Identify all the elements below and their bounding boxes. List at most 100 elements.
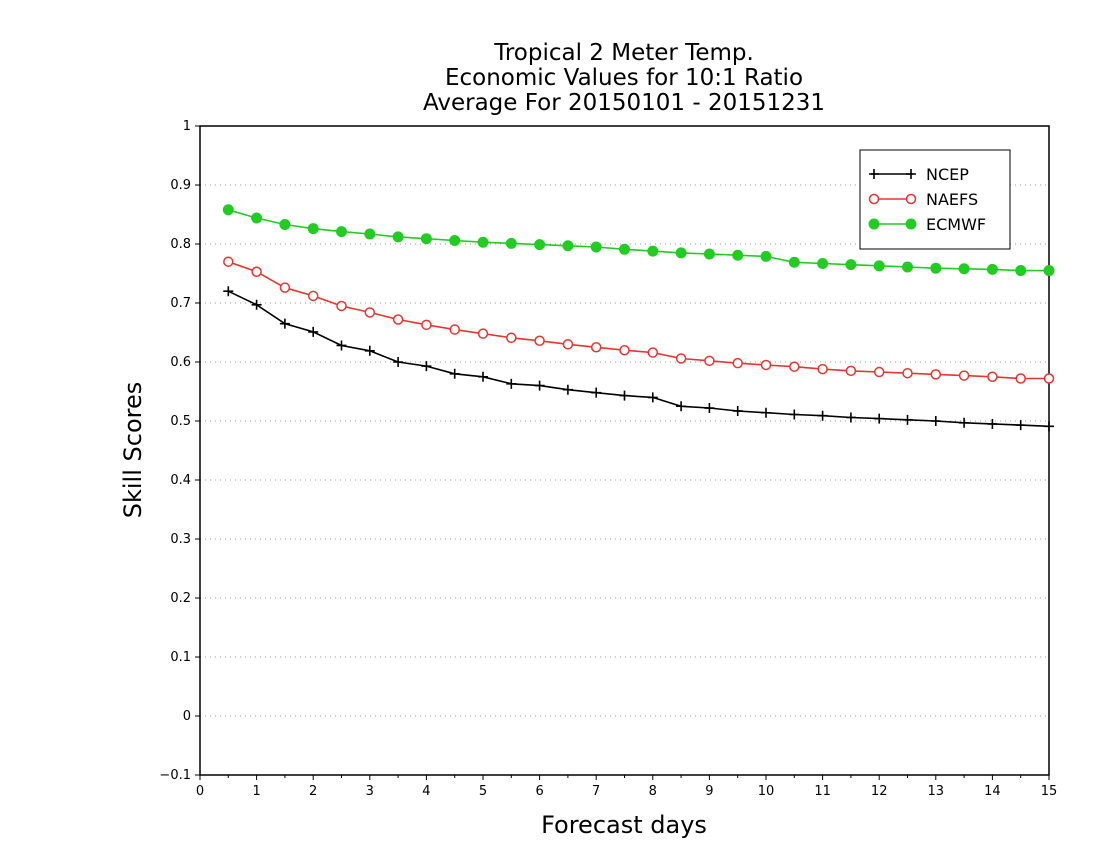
data-point-naefs xyxy=(845,365,857,377)
data-point-ncep xyxy=(1015,420,1026,431)
data-point-ncep xyxy=(959,417,970,428)
data-point-naefs xyxy=(732,357,743,369)
data-point-ncep xyxy=(393,357,404,367)
y-axis-label: Skill Scores xyxy=(119,382,147,519)
data-point-ecmwf xyxy=(590,241,602,253)
data-point-naefs xyxy=(449,324,460,335)
y-tick-label: 0.2 xyxy=(170,591,191,606)
legend-marker-ncep xyxy=(906,169,916,179)
legend-marker-naefs xyxy=(868,193,880,205)
data-point-naefs xyxy=(307,290,319,302)
data-point-ncep xyxy=(845,412,856,423)
y-tick-label: −0.1 xyxy=(159,768,191,783)
data-point-ecmwf xyxy=(251,212,263,224)
legend-marker-ecmwf xyxy=(905,218,917,230)
data-point-ncep xyxy=(506,378,517,389)
data-point-ecmwf xyxy=(986,263,998,275)
y-tick-label: 0.6 xyxy=(170,355,191,370)
data-point-naefs xyxy=(364,307,376,318)
legend-label-naefs: NAEFS xyxy=(926,190,978,209)
data-point-naefs xyxy=(392,314,404,325)
chart-title-line-1: Tropical 2 Meter Temp. xyxy=(493,40,754,66)
data-point-naefs xyxy=(534,335,545,347)
y-axis-ticks: −0.1 0 0.1 0.2 0.3 0.4 0.5 0.6 0.7 0.8 0.9 1 xyxy=(159,119,200,783)
y-tick-label: 0.7 xyxy=(170,296,191,311)
data-point-ecmwf xyxy=(534,239,546,251)
data-point-ncep xyxy=(591,387,602,398)
x-tick-label: 15 xyxy=(1041,784,1058,799)
data-point-naefs xyxy=(675,353,687,364)
data-point-ncep xyxy=(478,371,488,382)
data-point-ncep xyxy=(1044,421,1054,432)
data-point-naefs xyxy=(760,359,772,371)
x-tick-label: 5 xyxy=(479,784,487,799)
data-point-naefs xyxy=(902,367,913,379)
data-point-ecmwf xyxy=(392,231,404,243)
data-point-ecmwf xyxy=(562,240,574,252)
data-point-naefs xyxy=(251,266,262,277)
x-tick-label: 8 xyxy=(649,784,657,799)
x-tick-label: 2 xyxy=(309,784,317,799)
data-point-naefs xyxy=(930,369,942,380)
gridlines xyxy=(200,184,1049,717)
data-point-ncep xyxy=(421,361,432,372)
x-tick-label: 0 xyxy=(196,784,204,799)
data-point-ncep xyxy=(987,418,998,429)
data-point-ecmwf xyxy=(222,204,234,216)
data-point-ecmwf xyxy=(477,236,489,248)
data-point-ecmwf xyxy=(873,260,885,272)
data-point-ncep xyxy=(619,390,630,401)
x-tick-label: 14 xyxy=(984,784,1001,799)
data-point-ecmwf xyxy=(364,228,376,240)
data-point-ecmwf xyxy=(505,237,517,249)
data-point-naefs xyxy=(987,371,998,382)
data-point-ncep xyxy=(223,286,234,297)
data-point-naefs xyxy=(817,363,828,375)
data-point-ecmwf xyxy=(619,243,630,255)
x-tick-label: 4 xyxy=(422,784,430,799)
data-point-ecmwf xyxy=(817,257,829,269)
chart-title-line-2: Economic Values for 10:1 Ratio xyxy=(445,65,803,91)
data-point-naefs xyxy=(336,300,347,312)
data-point-ecmwf xyxy=(307,223,319,235)
data-point-ecmwf xyxy=(930,262,942,274)
chart-title: Tropical 2 Meter Temp. Economic Values f… xyxy=(423,40,825,116)
data-point-ecmwf xyxy=(449,234,461,246)
data-point-ncep xyxy=(279,318,290,329)
legend: NCEP NAEFS ECMWF xyxy=(859,149,1011,250)
y-tick-label: 0.5 xyxy=(170,414,191,429)
legend-marker-ncep xyxy=(869,169,879,179)
data-point-ncep xyxy=(902,414,913,425)
y-tick-label: 0.3 xyxy=(170,532,191,547)
data-point-ncep xyxy=(704,403,715,414)
x-tick-label: 11 xyxy=(814,784,831,799)
y-tick-label: 0.4 xyxy=(170,473,191,488)
legend-marker-naefs xyxy=(905,193,917,205)
data-point-naefs xyxy=(704,355,715,367)
data-point-naefs xyxy=(958,370,970,381)
x-axis-ticks: 0 1 2 3 4 5 6 7 8 9 10 11 12 13 14 15 xyxy=(196,775,1057,799)
data-point-naefs xyxy=(789,361,800,372)
series-line-naefs xyxy=(228,260,1049,380)
data-point-naefs xyxy=(1015,373,1026,384)
data-point-ecmwf xyxy=(1015,265,1027,277)
data-point-ncep xyxy=(364,345,375,356)
data-point-naefs xyxy=(619,344,630,356)
data-point-naefs xyxy=(421,319,432,331)
y-tick-label: 1 xyxy=(183,119,191,134)
x-tick-label: 13 xyxy=(928,784,945,799)
data-point-ecmwf xyxy=(732,249,744,261)
data-point-ncep xyxy=(874,413,885,424)
y-tick-label: 0.8 xyxy=(170,237,191,252)
x-tick-label: 7 xyxy=(592,784,600,799)
data-series xyxy=(222,204,1055,432)
data-point-ecmwf xyxy=(760,250,772,262)
data-point-ncep xyxy=(732,405,743,416)
x-tick-label: 1 xyxy=(252,784,260,799)
x-axis-label: Forecast days xyxy=(541,811,707,839)
data-point-ncep xyxy=(308,326,319,337)
y-tick-label: 0 xyxy=(183,709,191,724)
data-point-naefs xyxy=(477,328,489,339)
data-point-naefs xyxy=(590,342,602,353)
data-point-ecmwf xyxy=(703,248,715,260)
